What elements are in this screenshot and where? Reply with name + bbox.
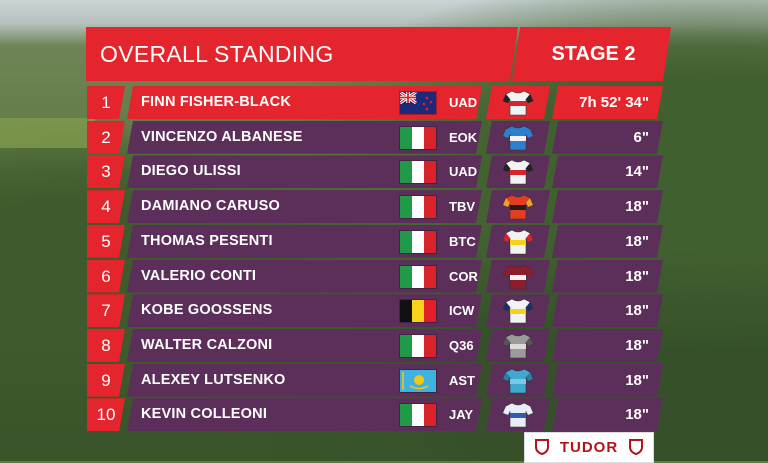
rank-position: 10 [87,398,125,431]
jersey-cell [486,364,550,397]
time-cell: 18" [552,294,663,327]
jersey-cell [486,190,550,223]
jersey-cell [486,329,550,362]
table-row: 6 VALERIO CONTI COR 18" [87,260,663,293]
team-code: Q36 [449,337,474,353]
team-code: COR [449,268,478,284]
time-cell: 18" [552,398,663,431]
time-gap: 6" [633,128,649,146]
jersey-cell [486,260,550,293]
time-cell: 6" [552,121,663,154]
standings-title-bar: OVERALL STANDING [86,27,518,81]
rank-position: 4 [87,190,125,223]
belgium-flag-icon [400,300,436,323]
italy-flag-icon [400,230,436,253]
time-gap: 18" [625,336,649,354]
team-code: ICW [449,303,475,319]
team-code: UAD [449,164,478,180]
table-row: 9 ALEXEY LUTSENKO AST 18" [87,364,663,397]
jersey-cell [486,121,550,154]
rider-name: VINCENZO ALBANESE [141,128,303,145]
stage-label: STAGE 2 [551,43,636,65]
time-cell: 18" [552,364,663,397]
team-code: TBV [449,199,475,215]
time-gap: 18" [625,302,649,320]
italy-flag-icon [400,161,436,184]
table-row: 5 THOMAS PESENTI BTC 18" [87,225,663,258]
table-row: 8 WALTER CALZONI Q36 18" [87,329,663,362]
rider-name: KOBE GOOSSENS [141,302,273,319]
italy-flag-icon [400,404,436,427]
table-row: 7 KOBE GOOSSENS ICW 18" [87,294,663,327]
rider-name: FINN FISHER-BLACK [141,94,292,110]
sponsor-logo: TUDOR [524,432,654,463]
italy-flag-icon [400,265,436,288]
time-cell: 7h 52' 34" [552,86,663,119]
shield-icon [629,439,643,455]
table-row: 4 DAMIANO CARUSO TBV 18" [87,190,663,223]
rank-position: 8 [87,329,125,362]
sponsor-name: TUDOR [559,439,619,456]
rider-name: WALTER CALZONI [141,336,273,353]
rider-name: ALEXEY LUTSENKO [141,371,286,388]
jersey-cell [486,86,550,119]
new-zealand-flag-icon [400,92,436,114]
jersey-cell [486,225,550,258]
rank-position: 1 [87,86,125,119]
rider-name: VALERIO CONTI [141,267,257,284]
shield-icon [535,439,549,455]
page-title: OVERALL STANDING [100,41,334,67]
time-cell: 18" [552,190,663,223]
rank-position: 6 [87,260,125,293]
team-code: EOK [449,129,478,145]
time-cell: 14" [552,155,663,188]
italy-flag-icon [400,126,436,149]
rank-position: 3 [87,155,125,188]
team-code: BTC [449,233,476,249]
time-gap: 18" [625,267,649,285]
table-row: 3 DIEGO ULISSI UAD 14" [87,155,663,188]
kazakhstan-flag-icon [400,369,436,392]
time-cell: 18" [552,260,663,293]
italy-flag-icon [400,196,436,219]
jersey-cell [486,398,550,431]
team-code: UAD [449,95,478,110]
team-code: JAY [449,407,474,423]
time-cell: 18" [552,225,663,258]
table-row: 10 KEVIN COLLEONI JAY 18" [87,398,663,431]
rider-name: KEVIN COLLEONI [141,406,268,423]
time-gap: 18" [625,406,649,424]
jersey-cell [486,294,550,327]
rider-name: DIEGO ULISSI [141,163,241,180]
rider-name: DAMIANO CARUSO [141,198,280,215]
rank-position: 2 [87,121,125,154]
rank-position: 9 [87,364,125,397]
team-code: AST [449,372,475,388]
time-gap: 18" [625,371,649,389]
time-cell: 18" [552,329,663,362]
rank-position: 5 [87,225,125,258]
italy-flag-icon [400,334,436,357]
rider-name: THOMAS PESENTI [141,232,273,249]
time-gap: 7h 52' 34" [579,94,649,111]
jersey-cell [486,155,550,188]
time-gap: 18" [625,198,649,216]
rank-position: 7 [87,294,125,327]
time-gap: 18" [625,232,649,250]
time-gap: 14" [625,163,649,181]
stage-label-bar: STAGE 2 [512,27,671,81]
table-row: 2 VINCENZO ALBANESE EOK 6" [87,121,663,154]
table-row: 1 FINN FISHER-BLACK UAD 7h 52' 34" [87,86,663,119]
